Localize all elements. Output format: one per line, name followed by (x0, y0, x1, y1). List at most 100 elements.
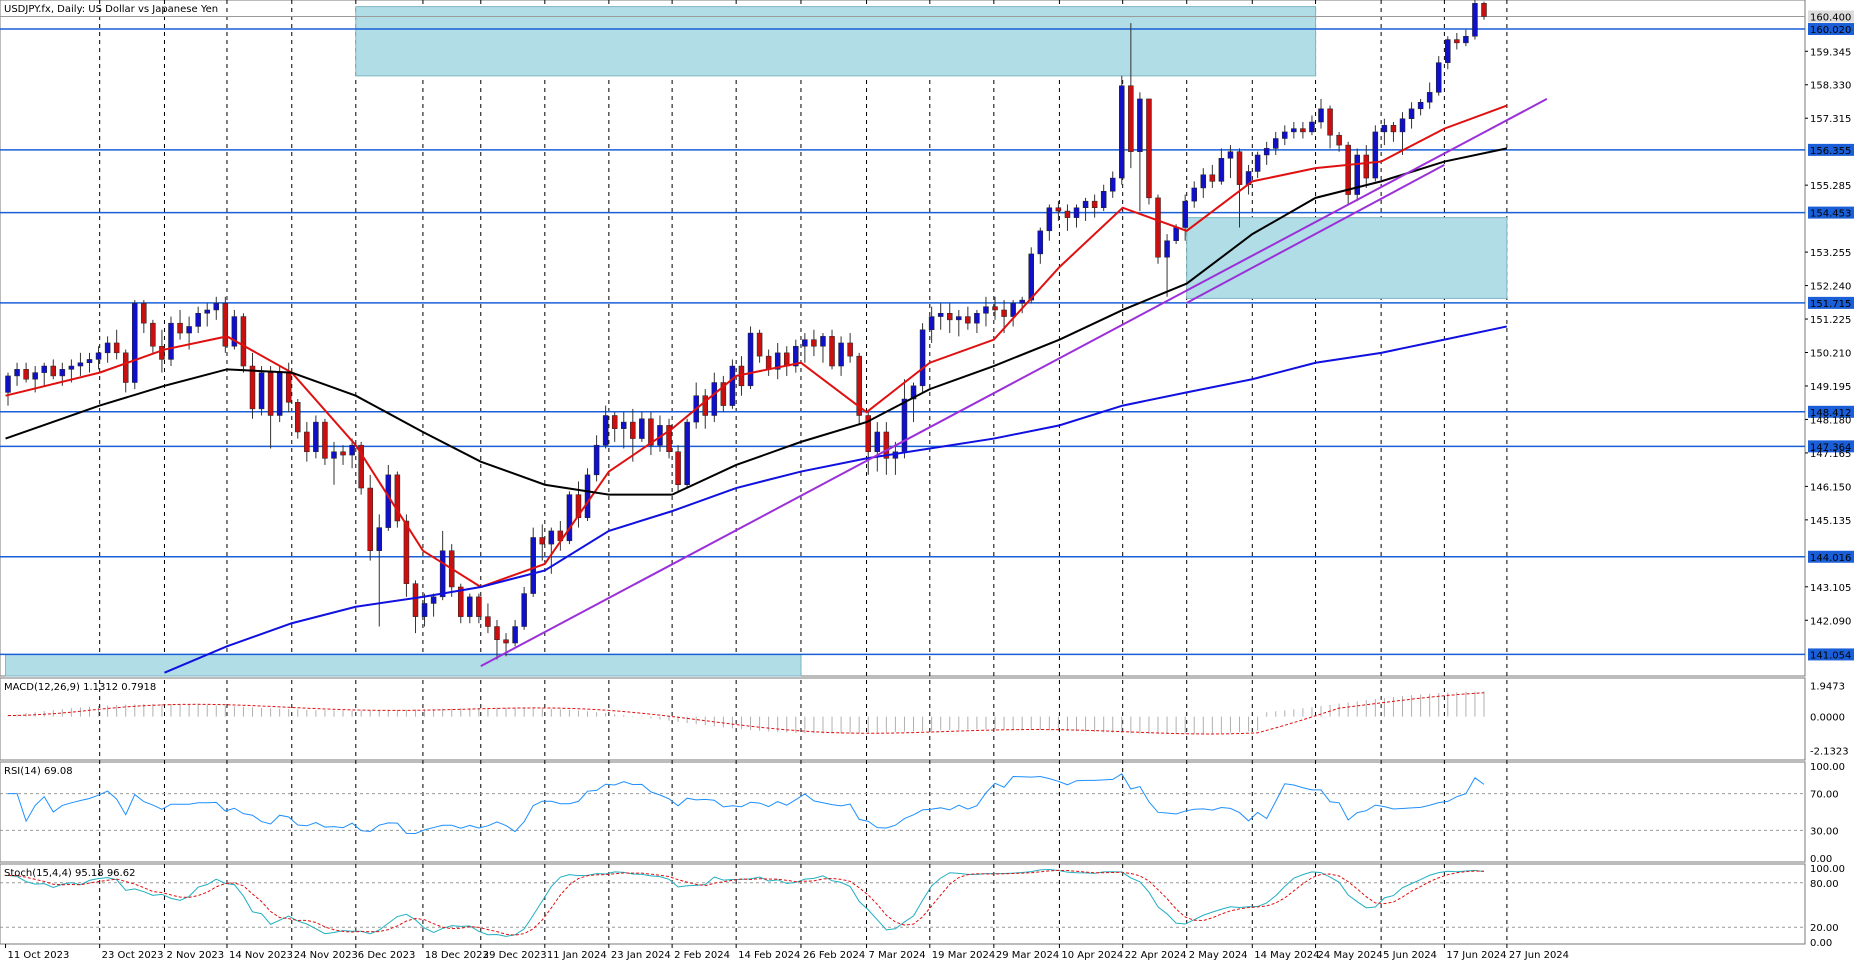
stoch-indicator (0, 869, 1805, 937)
bull-candle (1182, 200, 1188, 228)
bear-candle (1390, 125, 1397, 133)
bull-candle (349, 444, 355, 456)
supply-demand-zone (355, 6, 1317, 77)
bear-candle (304, 431, 310, 453)
bull-candle (956, 316, 962, 321)
price-label: 160.020 (1810, 25, 1851, 36)
bear-candle (412, 583, 419, 617)
bull-candle (566, 494, 573, 542)
date-label: 17 Jun 2024 (1446, 950, 1506, 961)
price-label-box (1808, 296, 1854, 309)
bull-candle (1463, 36, 1469, 44)
price-label: 156.355 (1810, 146, 1851, 157)
bull-candle (258, 372, 265, 410)
bear-candle (458, 586, 464, 617)
bear-candle (403, 520, 410, 584)
bear-candle (394, 474, 401, 522)
bear-candle (285, 372, 292, 403)
bull-candle (584, 474, 591, 518)
bull-candle (1399, 118, 1406, 133)
bull-candle (1417, 101, 1424, 110)
bull-candle (32, 372, 38, 380)
rsi-tick-label: 0.00 (1810, 854, 1832, 865)
bull-candle (5, 375, 11, 393)
bear-candle (1001, 309, 1007, 317)
price-tick-label: 158.330 (1810, 81, 1851, 92)
bull-candle (1381, 125, 1388, 133)
bull-candle (1010, 303, 1016, 317)
bull-candle (186, 326, 192, 334)
bear-candle (177, 322, 183, 334)
bull-candle (1109, 177, 1116, 192)
bull-candle (132, 303, 138, 383)
bull-candle (168, 322, 174, 360)
price-tick-label: 159.345 (1810, 47, 1851, 58)
bull-candle (204, 309, 210, 314)
bull-candle (1164, 240, 1170, 258)
bull-candle (1426, 92, 1433, 103)
bear-candle (1300, 128, 1306, 133)
bear-candle (1155, 197, 1161, 258)
chart-title: USDJPY.fx, Daily: US Dollar vs Japanese … (4, 4, 218, 15)
bear-candle (1128, 85, 1134, 152)
bull-candle (59, 369, 66, 377)
bull-candle (1019, 299, 1025, 304)
date-label: 6 Dec 2023 (358, 950, 416, 961)
bull-candle (439, 550, 446, 598)
date-label: 23 Oct 2023 (102, 950, 164, 961)
date-label: 14 Feb 2024 (738, 950, 800, 961)
bear-candle (783, 352, 790, 367)
price-tick-label: 147.165 (1810, 449, 1851, 460)
bear-candle (485, 616, 491, 627)
bull-candle (1191, 187, 1197, 202)
bear-candle (122, 352, 129, 383)
price-label-box (1808, 206, 1854, 219)
price-tick-label: 151.225 (1810, 315, 1851, 326)
bull-candle (919, 329, 926, 387)
bear-candle (340, 451, 346, 456)
bull-candle (1291, 128, 1297, 133)
price-label: 147.364 (1810, 442, 1851, 453)
bull-candle (421, 603, 428, 617)
trendline (1186, 163, 1445, 304)
stoch-pane-frame (0, 863, 1806, 945)
date-label: 22 Apr 2024 (1125, 950, 1187, 961)
bull-candle (1173, 227, 1179, 241)
price-tick-label: 148.180 (1810, 415, 1851, 426)
date-label: 7 Mar 2024 (869, 950, 926, 961)
bull-candle (512, 626, 518, 644)
trendlines[interactable] (480, 98, 1548, 667)
date-label: 2 Nov 2023 (166, 950, 224, 961)
stoch-tick-label: 80.00 (1810, 879, 1839, 890)
bull-candle (820, 336, 826, 347)
price-tick-label: 152.240 (1810, 282, 1851, 293)
bear-candle (476, 596, 482, 617)
macd-indicator (7, 691, 1485, 735)
bear-candle (141, 303, 147, 324)
bull-candle (376, 527, 383, 551)
bull-candle (1227, 151, 1234, 159)
stoch-d-line (7, 869, 1485, 936)
bull-candle (621, 421, 627, 429)
bear-candle (249, 365, 256, 410)
price-label: 141.054 (1810, 650, 1851, 661)
bear-candle (503, 639, 509, 644)
bull-candle (1100, 191, 1107, 208)
bull-candle (974, 313, 980, 324)
bull-candle (1263, 148, 1270, 156)
bull-candle (1254, 154, 1261, 172)
macd-signal-line (7, 692, 1485, 735)
bull-candle (793, 345, 799, 367)
bull-candle (1073, 207, 1080, 218)
date-label: 29 Mar 2024 (996, 950, 1059, 961)
bear-candle (675, 451, 681, 485)
bear-candle (648, 418, 654, 446)
bull-candle (639, 418, 645, 439)
bull-candle (747, 332, 754, 387)
bear-candle (539, 537, 546, 545)
bull-candle (77, 362, 84, 367)
bear-candle (1209, 174, 1216, 182)
bull-candle (521, 593, 527, 627)
